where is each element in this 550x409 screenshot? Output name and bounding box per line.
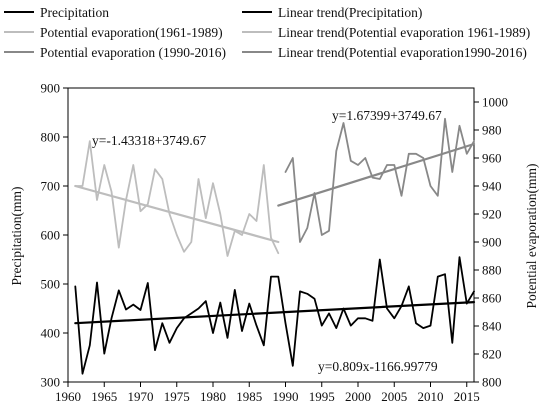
y-tick-label: 300 bbox=[41, 375, 61, 390]
x-tick-label: 2010 bbox=[418, 389, 444, 404]
series-line-evap1-trend bbox=[74, 184, 280, 244]
legend-item-precip-trend: Linear trend(Precipitation) bbox=[242, 5, 422, 20]
y2-tick-label: 1000 bbox=[482, 95, 508, 110]
x-tick-label: 2015 bbox=[454, 389, 480, 404]
y2-tick-label: 880 bbox=[482, 263, 502, 278]
y2-tick-label: 980 bbox=[482, 123, 502, 138]
legend-label-evap2: Potential evaporation (1990-2016) bbox=[40, 45, 226, 60]
series-line-evap2 bbox=[284, 117, 475, 243]
series-line-precip-trend bbox=[74, 301, 476, 325]
series-line-evap2-trend bbox=[277, 142, 476, 207]
x-tick-label: 1990 bbox=[273, 389, 299, 404]
y2-tick-label: 920 bbox=[482, 207, 502, 222]
x-tick-label: 1960 bbox=[55, 389, 81, 404]
x-tick-label: 1965 bbox=[91, 389, 117, 404]
x-tick-label: 2000 bbox=[345, 389, 371, 404]
trend-equation-evap1: y=-1.43318+3749.67 bbox=[92, 133, 206, 148]
y2-tick-label: 800 bbox=[482, 375, 502, 390]
legend-label-precip: Precipitation bbox=[40, 5, 109, 20]
legend-label-evap1-trend: Linear trend(Potential evaporation 1961-… bbox=[278, 25, 530, 40]
x-tick-label: 2005 bbox=[381, 389, 407, 404]
y-tick-label: 500 bbox=[41, 277, 61, 292]
legend: Precipitation Linear trend(Precipitation… bbox=[4, 5, 530, 60]
y-tick-label: 900 bbox=[41, 81, 61, 96]
legend-item-evap2-trend: Linear trend(Potential evaporation1990-2… bbox=[242, 45, 527, 60]
legend-label-evap1: Potential evaporation(1961-1989) bbox=[40, 25, 223, 40]
trend-equation-evap2: y=1.67399+3749.67 bbox=[332, 108, 442, 123]
y-tick-label: 600 bbox=[41, 228, 61, 243]
axes: 1960 1965 1970 1975 1980 1985 1990 1995 2000 2005… bbox=[41, 81, 509, 405]
y-axis-label: Precipitation(mm) bbox=[9, 187, 24, 286]
y-tick-label: 400 bbox=[41, 326, 61, 341]
y2-tick-label: 940 bbox=[482, 179, 502, 194]
y2-tick-label: 900 bbox=[482, 235, 502, 250]
x-tick-label: 1970 bbox=[128, 389, 154, 404]
y-tick-label: 700 bbox=[41, 179, 61, 194]
x-tick-label: 1995 bbox=[309, 389, 335, 404]
trend-equation-precip: y=0.809x-1166.99779 bbox=[318, 359, 438, 374]
x-tick-label: 1980 bbox=[200, 389, 226, 404]
series-line-precip bbox=[74, 256, 475, 375]
legend-item-evap1: Potential evaporation(1961-1989) bbox=[4, 25, 223, 40]
legend-label-precip-trend: Linear trend(Precipitation) bbox=[278, 5, 422, 20]
legend-item-evap2: Potential evaporation (1990-2016) bbox=[4, 45, 226, 60]
y2-tick-label: 860 bbox=[482, 291, 502, 306]
plot-area bbox=[74, 117, 476, 375]
legend-label-evap2-trend: Linear trend(Potential evaporation1990-2… bbox=[278, 45, 527, 60]
y-tick-label: 800 bbox=[41, 130, 61, 145]
y2-tick-label: 820 bbox=[482, 347, 502, 362]
legend-item-precip: Precipitation bbox=[4, 5, 109, 20]
y2-tick-label: 840 bbox=[482, 319, 502, 334]
x-tick-label: 1975 bbox=[164, 389, 190, 404]
y2-axis-label: Potential evaporation(mm) bbox=[524, 163, 539, 308]
series-line-evap1 bbox=[74, 140, 280, 257]
x-tick-label: 1985 bbox=[236, 389, 262, 404]
y2-tick-label: 960 bbox=[482, 151, 502, 166]
legend-item-evap1-trend: Linear trend(Potential evaporation 1961-… bbox=[242, 25, 530, 40]
